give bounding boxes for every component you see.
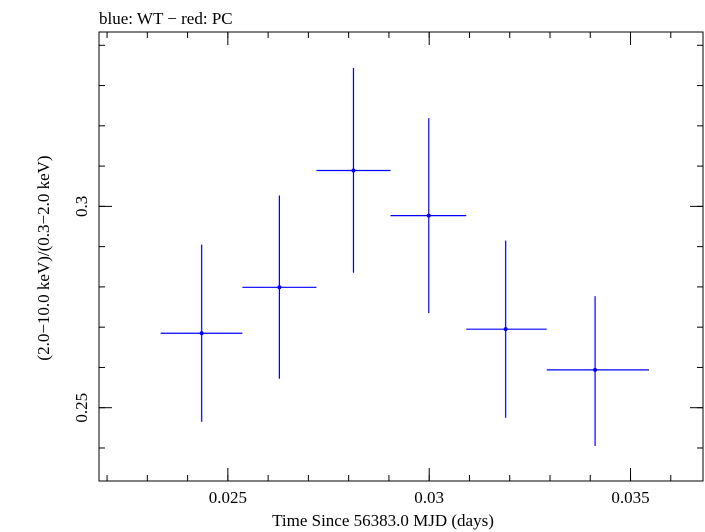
axis-ticks: 0.025 0.03 0.035 0.25 0.3 — [72, 32, 703, 507]
data-point — [466, 240, 547, 418]
data-point — [390, 118, 467, 314]
x-tick-label: 0.035 — [611, 488, 649, 507]
point-marker — [351, 168, 356, 173]
point-marker — [426, 213, 431, 218]
chart-title: blue: WT − red: PC — [99, 9, 233, 28]
x-tick-label: 0.025 — [209, 488, 247, 507]
data-point — [242, 195, 317, 379]
x-tick-label: 0.03 — [414, 488, 444, 507]
data-point — [160, 244, 243, 422]
x-axis-label: Time Since 56383.0 MJD (days) — [272, 511, 494, 530]
point-marker — [277, 285, 282, 290]
data-point — [546, 296, 650, 446]
data-points — [160, 67, 650, 446]
point-marker — [593, 367, 598, 372]
point-marker — [503, 327, 508, 332]
y-axis-label: (2.0−10.0 keV)/(0.3−2.0 keV) — [34, 155, 53, 360]
data-point — [316, 67, 391, 273]
y-tick-label: 0.3 — [72, 196, 91, 217]
point-marker — [199, 331, 204, 336]
plot-frame — [98, 31, 704, 482]
y-tick-label: 0.25 — [72, 393, 91, 423]
